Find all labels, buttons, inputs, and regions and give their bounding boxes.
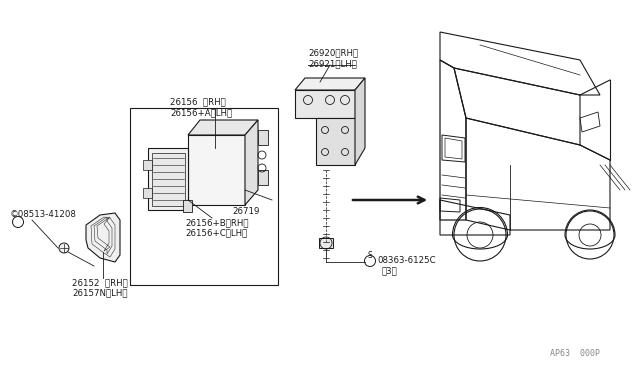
Polygon shape [295,78,365,90]
Polygon shape [143,160,152,170]
Text: ©08513-41208: ©08513-41208 [10,210,77,219]
Circle shape [59,243,69,253]
Polygon shape [188,120,258,135]
Text: 26156+B（RH）: 26156+B（RH） [185,218,248,227]
Polygon shape [319,238,333,248]
Polygon shape [183,200,192,212]
Text: AP63  000P: AP63 000P [550,349,600,358]
Text: 26156+C（LH）: 26156+C（LH） [185,228,247,237]
Polygon shape [295,90,355,118]
Polygon shape [245,120,258,205]
Text: S: S [367,250,372,260]
Polygon shape [355,78,365,165]
Text: 26152  （RH）: 26152 （RH） [72,278,128,287]
Polygon shape [258,170,268,185]
Text: 26156  （RH）: 26156 （RH） [170,97,226,106]
Text: 08363-6125C: 08363-6125C [377,256,436,265]
Text: （3）: （3） [382,266,397,275]
Polygon shape [143,188,152,198]
Polygon shape [188,135,245,205]
Text: 26920（RH）: 26920（RH） [308,48,358,57]
Text: 26719: 26719 [232,207,259,216]
Text: 26156+A（LH）: 26156+A（LH） [170,108,232,117]
Polygon shape [148,148,188,210]
Text: 26157N（LH）: 26157N（LH） [72,288,127,297]
Polygon shape [258,130,268,145]
Polygon shape [86,213,120,262]
Text: 26921（LH）: 26921（LH） [308,59,357,68]
Polygon shape [316,118,355,165]
Polygon shape [152,153,185,206]
